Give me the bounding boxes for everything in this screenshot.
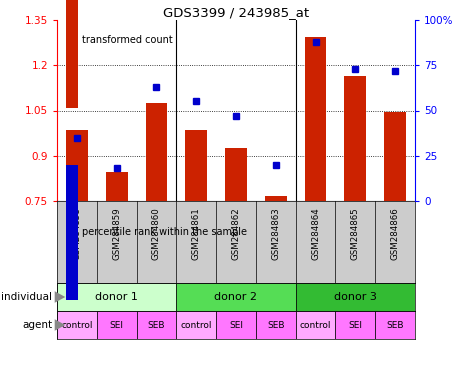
Bar bbox=[66, 165, 78, 300]
Text: GSM284862: GSM284862 bbox=[231, 208, 240, 260]
Text: SEI: SEI bbox=[347, 321, 362, 329]
Text: control: control bbox=[299, 321, 330, 329]
Bar bbox=[66, 0, 78, 108]
Text: SEI: SEI bbox=[229, 321, 242, 329]
Text: SEB: SEB bbox=[147, 321, 165, 329]
Text: GSM284859: GSM284859 bbox=[112, 208, 121, 260]
Text: SEB: SEB bbox=[266, 321, 284, 329]
Bar bbox=[295, 311, 335, 339]
Bar bbox=[145, 103, 167, 201]
Title: GDS3399 / 243985_at: GDS3399 / 243985_at bbox=[162, 6, 308, 19]
Bar bbox=[264, 197, 286, 201]
Text: transformed count: transformed count bbox=[82, 35, 173, 45]
Text: donor 1: donor 1 bbox=[95, 292, 138, 302]
Bar bbox=[255, 311, 295, 339]
Text: percentile rank within the sample: percentile rank within the sample bbox=[82, 227, 247, 237]
Bar bbox=[176, 283, 295, 311]
Bar bbox=[106, 172, 127, 201]
Text: SEI: SEI bbox=[109, 321, 123, 329]
Text: donor 3: donor 3 bbox=[333, 292, 376, 302]
Text: control: control bbox=[61, 321, 92, 329]
Bar bbox=[344, 76, 365, 201]
Bar bbox=[57, 283, 176, 311]
Text: GSM284865: GSM284865 bbox=[350, 208, 359, 260]
Text: GSM284860: GSM284860 bbox=[151, 208, 161, 260]
Bar bbox=[383, 112, 405, 201]
Bar bbox=[216, 311, 255, 339]
Text: GSM284858: GSM284858 bbox=[72, 208, 81, 260]
Bar bbox=[375, 311, 414, 339]
Text: control: control bbox=[180, 321, 212, 329]
Text: GSM284866: GSM284866 bbox=[390, 208, 399, 260]
Bar bbox=[57, 311, 96, 339]
Text: GSM284864: GSM284864 bbox=[310, 208, 319, 260]
Text: GSM284861: GSM284861 bbox=[191, 208, 200, 260]
Bar bbox=[96, 311, 136, 339]
Bar bbox=[335, 311, 375, 339]
Text: agent: agent bbox=[22, 320, 52, 330]
Bar bbox=[66, 130, 88, 201]
Text: donor 2: donor 2 bbox=[214, 292, 257, 302]
Text: SEB: SEB bbox=[386, 321, 403, 329]
Bar bbox=[295, 283, 414, 311]
Bar bbox=[304, 36, 326, 201]
Bar bbox=[185, 130, 207, 201]
Bar bbox=[224, 148, 246, 201]
Bar bbox=[136, 311, 176, 339]
Text: individual: individual bbox=[1, 292, 52, 302]
Text: GSM284863: GSM284863 bbox=[271, 208, 280, 260]
Bar bbox=[176, 311, 216, 339]
